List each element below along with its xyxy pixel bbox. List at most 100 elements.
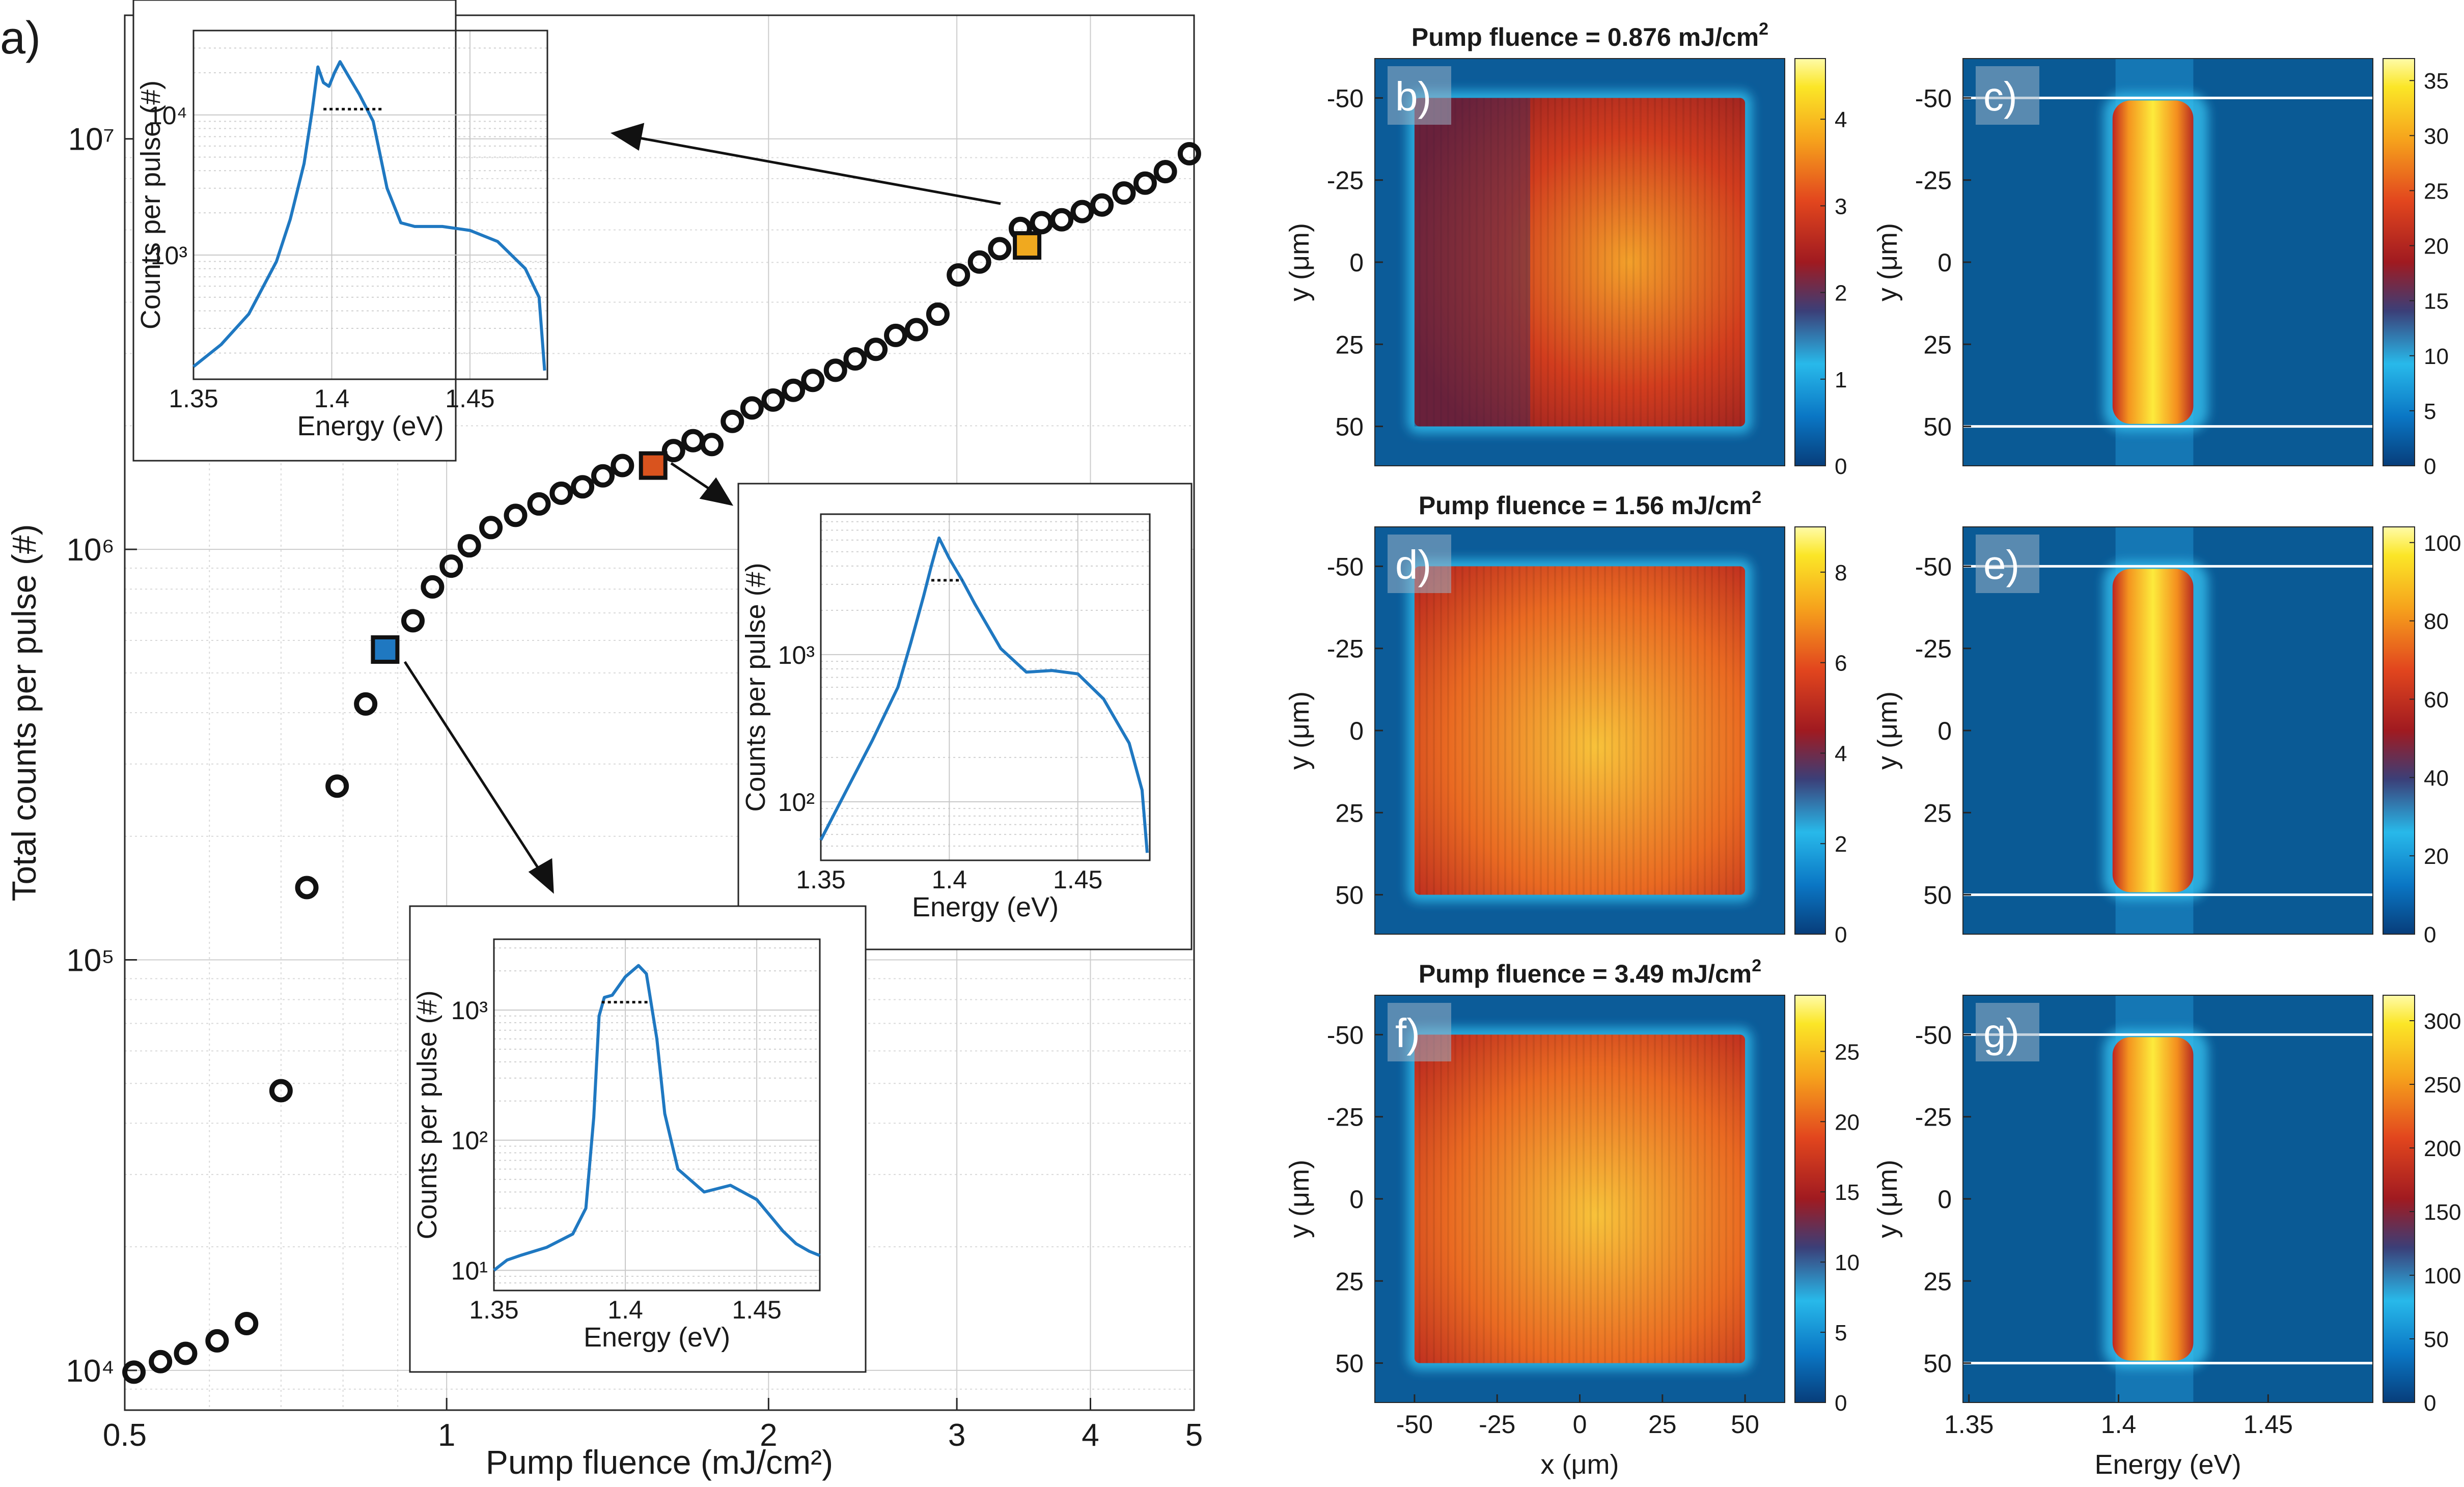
colorbar-tick-label: 10	[2424, 344, 2449, 369]
image-x-tick-label: -50	[1396, 1410, 1433, 1439]
colorbar-tick-label: 25	[1835, 1040, 1860, 1064]
colorbar	[2383, 58, 2415, 466]
data-point	[926, 302, 950, 326]
image-panel-title: Pump fluence = 3.49 mJ/cm2	[1419, 956, 1761, 988]
data-point	[235, 1311, 259, 1335]
data-point	[591, 464, 615, 488]
data-point	[947, 263, 971, 287]
image-panel-b: b) -50 -25 0 25 50 y (μm) Pump fluence = 0.876 …	[1284, 19, 1847, 479]
panel-label-a: a)	[0, 13, 41, 64]
colorbar-tick-label: 35	[2424, 69, 2449, 94]
colorbar-tick-label: 100	[2424, 1264, 2461, 1288]
data-point	[174, 1341, 198, 1365]
arrow-head-orange	[610, 123, 645, 151]
data-point	[504, 503, 528, 527]
colorbar-tick-label: 200	[2424, 1136, 2461, 1161]
image-x-tick-label: -25	[1479, 1410, 1515, 1439]
highlighted-data-point	[1013, 231, 1042, 260]
colorbar-tick-label: 4	[1835, 741, 1847, 766]
image-y-tick-label: 0	[1349, 248, 1364, 277]
image-y-tick-label: 25	[1923, 1267, 1952, 1296]
image-y-tick-label: -25	[1327, 166, 1364, 195]
panel-label-f: f)	[1395, 1011, 1420, 1056]
image-y-tick-label: -50	[1915, 552, 1952, 581]
colorbar-tick-label: 0	[2424, 922, 2436, 947]
data-point	[721, 409, 744, 433]
data-point	[988, 237, 1012, 261]
arrow-head-red	[699, 477, 734, 506]
panel-label-e: e)	[1983, 542, 2019, 587]
image-y-tick-label: 50	[1923, 1350, 1952, 1378]
arrow-to-orange-inset	[636, 136, 1001, 205]
data-point	[661, 439, 685, 463]
colorbar-tick-label: 20	[2424, 844, 2449, 869]
image-x-axis-label: Energy (eV)	[2094, 1449, 2241, 1480]
colorbar-tick-label: 2	[1835, 832, 1847, 857]
panel-label-bg	[1388, 1003, 1451, 1061]
spectral-emission	[2112, 1037, 2194, 1361]
colorbar	[1794, 58, 1826, 466]
main-x-tick-label: 1	[438, 1418, 455, 1453]
data-point	[1153, 160, 1177, 184]
data-point	[439, 554, 463, 578]
colorbar-tick-label: 1	[1835, 368, 1847, 392]
inset-y-tick-label: 10¹	[451, 1256, 488, 1285]
main-y-tick-label: 10⁴	[66, 1354, 115, 1389]
colorbar-tick-label: 40	[2424, 766, 2449, 791]
data-point	[801, 369, 825, 392]
panel-label-g: g)	[1983, 1011, 2019, 1056]
data-point	[457, 534, 481, 558]
data-point	[864, 338, 888, 361]
image-y-tick-label: 25	[1335, 799, 1364, 827]
image-y-tick-label: -25	[1327, 635, 1364, 663]
data-point	[967, 250, 991, 274]
main-y-tick-label: 10⁷	[68, 122, 115, 157]
data-point	[611, 454, 634, 478]
image-y-tick-label: 25	[1923, 330, 1952, 359]
image-y-tick-label: 50	[1335, 881, 1364, 910]
data-point	[843, 347, 867, 371]
inset-axes-box	[192, 30, 548, 380]
data-point	[740, 396, 764, 420]
panel-label-c: c)	[1983, 74, 2017, 119]
inset-y-tick-label: 10³	[778, 641, 815, 669]
colorbar-tick-label: 2	[1835, 281, 1847, 306]
data-point	[782, 378, 806, 402]
callout-arrows	[403, 123, 1001, 894]
inset-x-axis-label: Energy (eV)	[584, 1322, 730, 1353]
image-y-tick-label: 50	[1923, 881, 1952, 910]
image-y-axis-label: y (μm)	[1284, 1160, 1315, 1238]
highlighted-data-point	[371, 635, 400, 664]
image-y-tick-label: -25	[1915, 1103, 1952, 1132]
data-point	[681, 429, 705, 453]
colorbar-tick-label: 0	[1835, 922, 1847, 947]
image-y-tick-label: 50	[1335, 1350, 1364, 1378]
spectral-emission	[2112, 100, 2194, 424]
colorbar-tick-label: 300	[2424, 1009, 2461, 1034]
data-point	[571, 475, 595, 499]
spectral-emission	[2112, 569, 2194, 892]
image-x-tick-label: 25	[1648, 1410, 1677, 1439]
main-y-tick-label: 10⁶	[67, 532, 115, 568]
inset-spectrum-line	[819, 536, 1149, 853]
arrow-to-blue-inset	[403, 661, 541, 872]
data-point	[823, 358, 847, 382]
inset-y-tick-label: 10²	[451, 1127, 488, 1155]
main-data-markers	[122, 142, 1201, 1384]
data-point	[1133, 171, 1157, 195]
arrow-head-blue	[528, 858, 554, 894]
image-y-tick-label: 25	[1335, 1267, 1364, 1296]
inset-x-axis-label: Energy (eV)	[912, 892, 1059, 922]
image-y-tick-label: -50	[1327, 552, 1364, 581]
image-y-tick-label: -25	[1915, 166, 1952, 195]
colorbar-tick-label: 50	[2424, 1327, 2449, 1352]
inset-x-tick-label: 1.35	[796, 865, 845, 894]
data-point	[1030, 211, 1054, 235]
main-y-axis-label: Total counts per pulse (#)	[5, 524, 43, 901]
inset-x-tick-label: 1.45	[445, 384, 494, 413]
panel-label-bg	[1976, 535, 2039, 593]
main-axis-ticks: 10⁴ 10⁵ 10⁶ 10⁷ 0.5 1 2 3 4 5	[66, 122, 1203, 1453]
